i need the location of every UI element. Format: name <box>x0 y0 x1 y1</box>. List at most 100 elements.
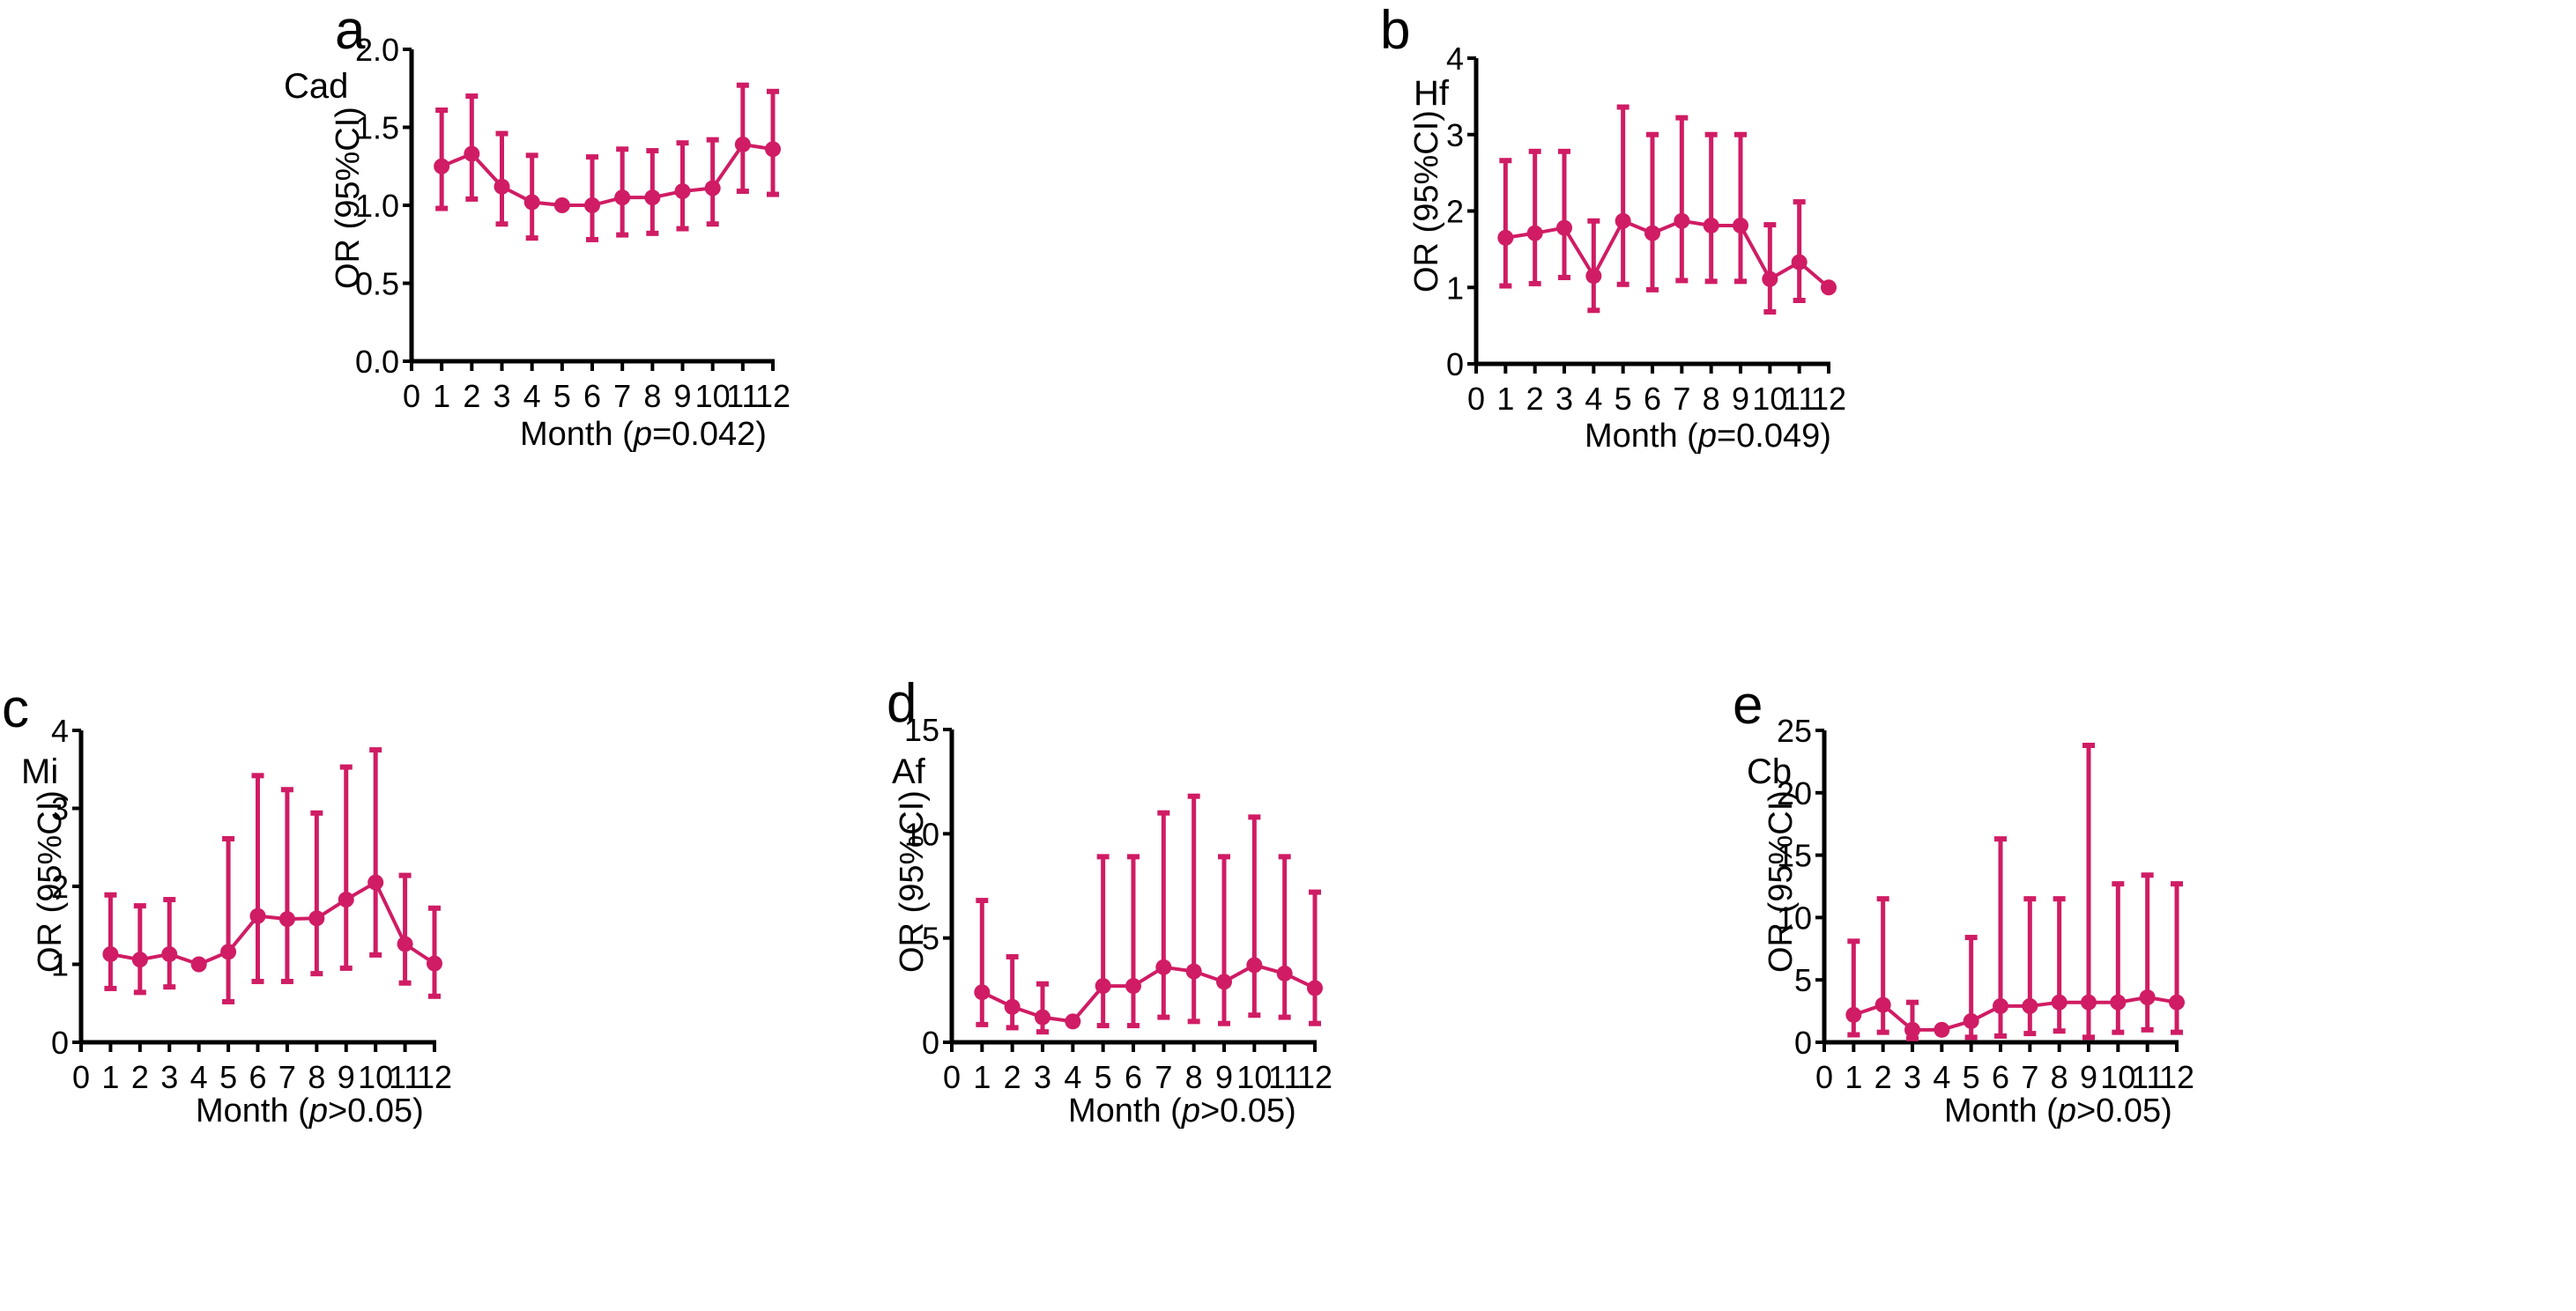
data-point <box>614 189 631 206</box>
data-point <box>367 874 384 891</box>
x-tick-label: 9 <box>1215 1059 1233 1095</box>
data-point <box>427 955 442 972</box>
y-tick-label: 0.0 <box>355 344 399 380</box>
x-tick-label: 7 <box>613 378 631 414</box>
y-tick-label: 5 <box>1794 962 1812 998</box>
x-axis-label-prefix: Month ( <box>1944 1092 2058 1130</box>
data-point <box>1644 225 1660 241</box>
error-bar <box>1278 854 1291 1020</box>
data-point <box>1276 965 1293 981</box>
outcome-label: Cad <box>284 67 349 106</box>
x-tick-label: 1 <box>101 1059 119 1095</box>
data-point <box>644 189 661 206</box>
x-tick-label: 10 <box>695 378 731 414</box>
data-point <box>278 911 295 928</box>
error-bar <box>163 897 176 990</box>
data-point <box>1095 978 1111 995</box>
error-bar <box>428 905 441 999</box>
outcome-label: Af <box>892 752 925 791</box>
x-tick-label: 12 <box>2159 1059 2194 1095</box>
data-point <box>1526 225 1543 241</box>
y-tick-label: 1.5 <box>355 110 399 146</box>
x-tick-label: 9 <box>2080 1059 2097 1095</box>
data-point <box>1185 963 1202 980</box>
x-tick-label: 9 <box>338 1059 355 1095</box>
error-bar <box>222 836 235 1004</box>
error-bar <box>1157 810 1170 1020</box>
x-axis-label-p: p <box>1697 418 1717 455</box>
x-tick-label: 0 <box>72 1059 90 1095</box>
panel-letter: c <box>2 678 29 739</box>
error-bar <box>369 747 382 958</box>
x-tick-label: 5 <box>1095 1059 1112 1095</box>
data-point <box>102 945 119 962</box>
data-point <box>2169 994 2185 1011</box>
data-point <box>1497 229 1514 246</box>
y-tick-label: 15 <box>1777 838 1812 874</box>
error-bar <box>1248 814 1261 1018</box>
error-bar <box>976 898 989 1027</box>
x-tick-label: 6 <box>1644 381 1661 417</box>
y-tick-label: 1 <box>51 947 69 983</box>
error-bar <box>1675 115 1689 284</box>
y-tick-label: 0 <box>1794 1025 1812 1061</box>
y-tick-label: 2.0 <box>355 32 399 68</box>
x-tick-label: 7 <box>1154 1059 1172 1095</box>
error-bar <box>1587 218 1600 314</box>
data-point <box>1155 959 1172 975</box>
data-point <box>1762 270 1778 287</box>
data-point <box>434 158 450 174</box>
x-tick-label: 3 <box>1904 1059 1921 1095</box>
x-tick-label: 12 <box>755 378 791 414</box>
series-line <box>1852 996 2178 1032</box>
data-point <box>190 956 207 973</box>
data-point <box>1703 217 1719 233</box>
data-point <box>1585 268 1602 285</box>
x-tick-label: 1 <box>1496 381 1514 417</box>
x-tick-label: 10 <box>1752 381 1787 417</box>
series-line <box>110 880 436 967</box>
data-point <box>249 907 266 924</box>
x-tick-label: 2 <box>463 378 480 414</box>
data-point <box>584 197 600 213</box>
data-point <box>1934 1021 1950 1038</box>
data-point <box>1963 1012 1979 1029</box>
x-tick-label: 8 <box>308 1059 325 1095</box>
data-point <box>464 145 480 162</box>
panel-e: e Cb OR (95%CI) Month (p>0.05) 0 5 10 15 20 2… <box>1727 670 2576 1311</box>
x-tick-label: 2 <box>131 1059 149 1095</box>
x-tick-label: 4 <box>1064 1059 1081 1095</box>
x-tick-label: 5 <box>1615 381 1632 417</box>
x-tick-label: 2 <box>1874 1059 1892 1095</box>
data-point <box>1065 1013 1081 1030</box>
data-point <box>161 945 178 962</box>
data-point <box>553 197 570 213</box>
x-axis-label: Month (p=0.042) <box>520 416 767 454</box>
x-axis-label-p: p <box>633 416 652 453</box>
error-bar <box>133 903 146 996</box>
x-tick-label: 4 <box>523 378 541 414</box>
x-tick-label: 7 <box>1673 381 1690 417</box>
error-bar <box>1499 158 1512 289</box>
error-bar <box>251 773 264 984</box>
error-bar <box>1096 854 1110 1029</box>
data-point <box>2139 989 2156 1006</box>
data-point <box>1556 219 1572 236</box>
x-tick-label: 12 <box>1297 1059 1333 1095</box>
error-bar <box>2141 872 2154 1033</box>
x-tick-label: 8 <box>2051 1059 2068 1095</box>
data-point <box>220 944 237 960</box>
error-bar <box>310 810 323 977</box>
y-tick-label: 2 <box>1446 194 1464 230</box>
y-tick-label: 15 <box>904 712 939 748</box>
x-tick-label: 12 <box>417 1059 452 1095</box>
x-tick-label: 5 <box>553 378 571 414</box>
x-axis-label-prefix: Month ( <box>196 1092 309 1130</box>
data-point <box>2110 994 2127 1011</box>
x-tick-label: 1 <box>433 378 450 414</box>
x-tick-label: 0 <box>943 1059 961 1095</box>
